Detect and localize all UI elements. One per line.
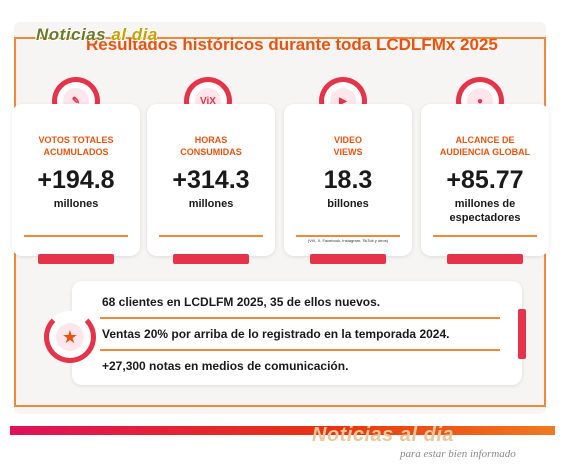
label-line2: VIEWS bbox=[333, 147, 363, 157]
unit-line1: millones de bbox=[454, 198, 516, 210]
stat-card-audience: ALCANCE DE AUDIENCIA GLOBAL +85.77 millon… bbox=[421, 104, 549, 264]
stat-card-label: VOTOS TOTALES ACUMULADOS bbox=[12, 134, 140, 158]
fact-item-sales: Ventas 20% por arriba de lo registrado e… bbox=[102, 327, 450, 341]
label-line1: VIDEO bbox=[333, 135, 362, 145]
stat-card-label: ALCANCE DE AUDIENCIA GLOBAL bbox=[421, 134, 549, 158]
label-line2: ACUMULADOS bbox=[43, 147, 109, 157]
stat-card-hours: HORAS CONSUMIDAS +314.3 millones bbox=[147, 104, 275, 264]
bottom-gradient-bar bbox=[10, 426, 555, 435]
card-divider bbox=[24, 235, 128, 237]
fact-divider bbox=[100, 317, 500, 319]
watermark-logo-bottom: Noticias al dia bbox=[312, 424, 454, 446]
card-tab bbox=[173, 254, 249, 264]
card-divider bbox=[296, 235, 400, 237]
frame-border-top bbox=[14, 37, 544, 39]
fact-divider bbox=[100, 349, 500, 351]
label-line2: AUDIENCIA GLOBAL bbox=[439, 147, 531, 157]
watermark-tagline: para estar bien informado bbox=[400, 448, 516, 460]
fact-item-clients: 68 clientes en LCDLFM 2025, 35 de ellos … bbox=[102, 295, 381, 309]
facts-panel: 68 clientes en LCDLFM 2025, 35 de ellos … bbox=[72, 281, 526, 385]
unit-line2: espectadores bbox=[449, 212, 521, 224]
unit-line1: millones bbox=[53, 198, 99, 210]
stat-card-votes: VOTOS TOTALES ACUMULADOS +194.8 millones bbox=[12, 104, 140, 264]
star-glyph: ★ bbox=[56, 323, 84, 351]
star-icon: ★ bbox=[44, 311, 96, 363]
stat-card-unit: billones bbox=[284, 197, 412, 211]
label-line1: ALCANCE DE bbox=[455, 135, 515, 145]
card-tab bbox=[447, 254, 523, 264]
fact-item-press: +27,300 notas en medios de comunicación. bbox=[102, 359, 349, 373]
card-footnote: (ViX, X, Facebook, Instagram, TikTok y o… bbox=[307, 238, 389, 243]
frame-border-bottom bbox=[14, 405, 546, 407]
page-title: Resultados históricos durante toda LCDLF… bbox=[86, 35, 498, 54]
stat-card-value: +314.3 bbox=[172, 166, 250, 194]
card-divider bbox=[433, 235, 537, 237]
stat-card-unit: millones bbox=[147, 197, 275, 211]
unit-line1: millones bbox=[188, 198, 234, 210]
label-line1: VOTOS TOTALES bbox=[38, 135, 114, 145]
label-line2: CONSUMIDAS bbox=[180, 147, 242, 157]
watermark-logo-top: Noticias al dia bbox=[36, 25, 158, 45]
label-line1: HORAS bbox=[194, 135, 228, 145]
stat-card-label: VIDEO VIEWS bbox=[284, 134, 412, 158]
stat-card-value: 18.3 bbox=[323, 166, 373, 194]
unit-line1: billones bbox=[327, 198, 369, 210]
logo-text-part1: Noticias bbox=[36, 25, 112, 44]
stat-card-value: +85.77 bbox=[446, 166, 524, 194]
stat-card-unit: millones bbox=[12, 197, 140, 211]
stat-card-value: +194.8 bbox=[37, 166, 115, 194]
card-divider bbox=[159, 235, 263, 237]
stat-card-label: HORAS CONSUMIDAS bbox=[147, 134, 275, 158]
card-tab bbox=[310, 254, 386, 264]
card-tab bbox=[38, 254, 114, 264]
stat-card-views: VIDEO VIEWS 18.3 billones (ViX, X, Facebo… bbox=[284, 104, 412, 264]
logo-text-part2: al dia bbox=[111, 25, 158, 44]
stat-card-unit: millones de espectadores bbox=[421, 197, 549, 225]
facts-tab bbox=[518, 309, 526, 359]
